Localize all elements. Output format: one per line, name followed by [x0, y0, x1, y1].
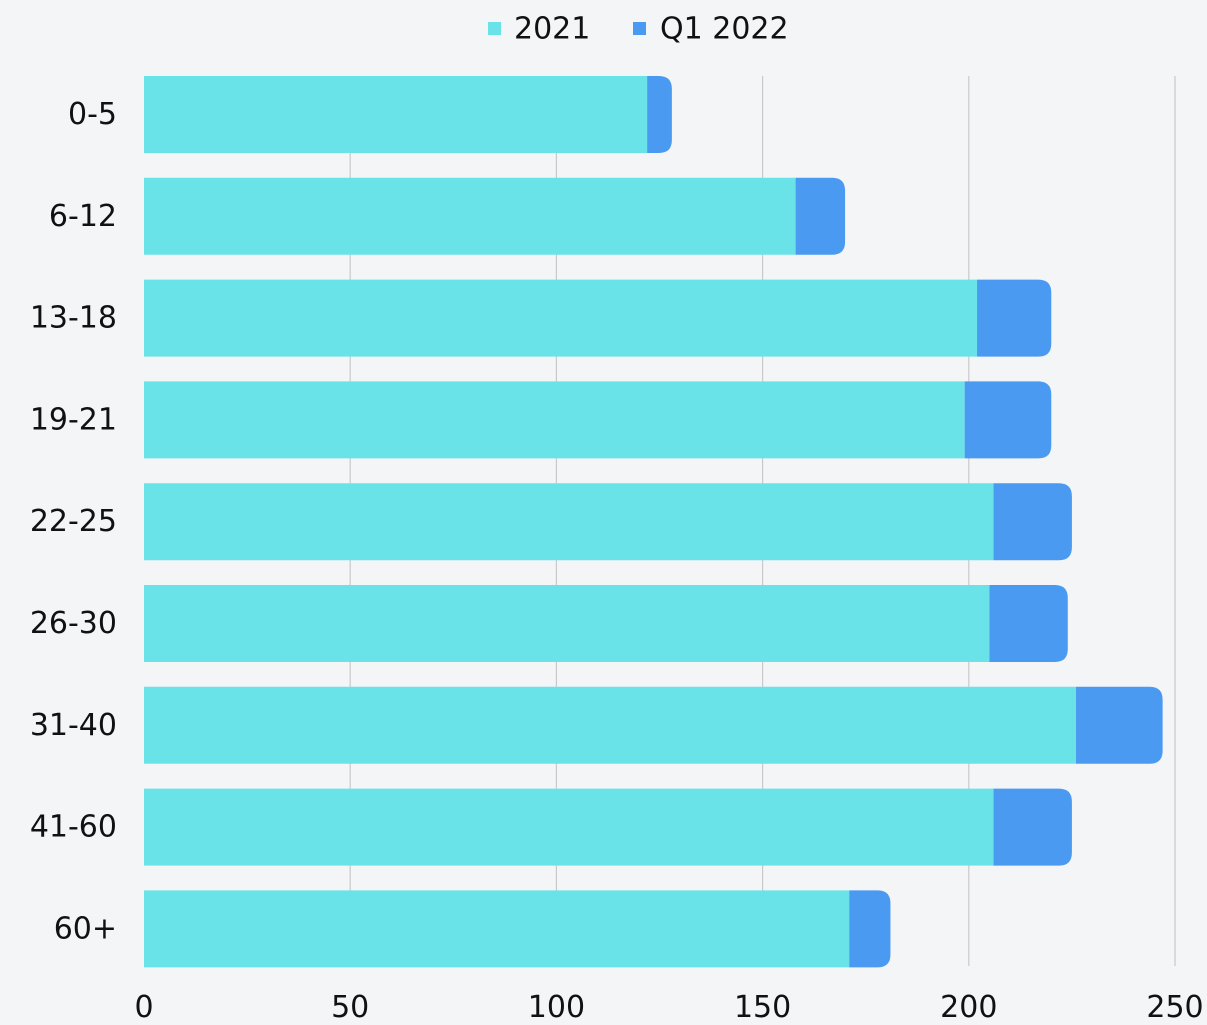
bar: [977, 279, 1052, 357]
category-label: 22-25: [30, 504, 117, 539]
category-label: 13-18: [30, 301, 117, 336]
bar: [144, 381, 965, 459]
legend-swatch: [488, 22, 501, 35]
bar: [993, 483, 1072, 561]
bar: [989, 585, 1068, 662]
legend[interactable]: 2021 Q1 2022: [488, 12, 789, 47]
category-labels: 0-5 6-12 13-18 19-21 22-25 26-30 31-40 41-60 60+: [30, 97, 117, 946]
bar: [144, 890, 850, 968]
category-label: 26-30: [30, 606, 117, 641]
bar: [144, 279, 978, 357]
x-axis-ticks: 0 50 100 150 200 250: [134, 990, 1203, 1025]
category-label: 0-5: [68, 97, 117, 132]
bar: [144, 585, 990, 662]
bar: [144, 177, 796, 255]
category-label: 19-21: [30, 402, 117, 437]
bar: [1076, 686, 1163, 764]
bar: [849, 890, 891, 968]
bar: [144, 686, 1077, 764]
bar: [964, 381, 1052, 459]
category-label: 6-12: [49, 199, 117, 234]
legend-swatch: [633, 22, 646, 35]
bar: [144, 788, 994, 866]
category-label: 41-60: [30, 810, 117, 845]
category-label: 31-40: [30, 708, 117, 743]
x-tick-label: 150: [734, 990, 791, 1025]
x-tick-label: 50: [331, 990, 369, 1025]
bar: [647, 76, 672, 153]
x-tick-label: 0: [134, 990, 153, 1025]
bar: [144, 483, 994, 561]
category-label: 60+: [54, 911, 117, 946]
x-tick-label: 100: [528, 990, 585, 1025]
bar: [993, 788, 1072, 866]
legend-label: 2021: [514, 12, 590, 47]
x-tick-label: 250: [1146, 990, 1203, 1025]
bar: [144, 76, 648, 153]
legend-label: Q1 2022: [660, 12, 789, 47]
bar: [795, 177, 846, 255]
bars: [144, 76, 1163, 968]
x-tick-label: 200: [940, 990, 997, 1025]
